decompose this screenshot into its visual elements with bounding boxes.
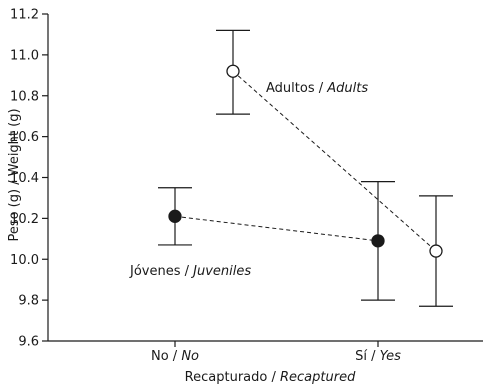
series-lines — [174, 70, 437, 252]
y-axis-label: Peso (g) / Weight (g) — [7, 108, 22, 241]
x-ticks: No / No Sí / Yes — [151, 341, 401, 364]
adults-point — [429, 244, 443, 258]
data-points — [168, 64, 443, 258]
series-line-juveniles — [174, 215, 379, 242]
x-axis-label: Recapturado / Recaptured — [185, 370, 356, 385]
adults-point — [226, 64, 240, 78]
series-label-juveniles: Jóvenes / Juveniles — [129, 264, 251, 279]
y-tick-label: 10.4 — [10, 171, 39, 186]
series-line-adults — [232, 70, 437, 252]
y-tick-label: 10.0 — [10, 253, 39, 268]
x-tick-label: No / No — [151, 349, 199, 364]
series-label-adults: Adultos / Adults — [266, 81, 368, 96]
y-tick-label: 10.6 — [10, 130, 39, 145]
y-tick-label: 10.8 — [10, 89, 39, 104]
y-ticks: 9.6 9.8 10.0 10.2 10.4 10.6 10.8 11.0 11.2 — [10, 8, 48, 350]
y-tick-label: 9.6 — [18, 335, 39, 350]
juveniles-point — [371, 234, 385, 248]
x-tick-label: Sí / Yes — [355, 349, 401, 364]
y-tick-label: 9.8 — [18, 294, 39, 309]
juveniles-point — [168, 209, 182, 223]
y-tick-label: 11.2 — [10, 8, 39, 23]
y-tick-label: 11.0 — [10, 48, 39, 63]
y-tick-label: 10.2 — [10, 212, 39, 227]
